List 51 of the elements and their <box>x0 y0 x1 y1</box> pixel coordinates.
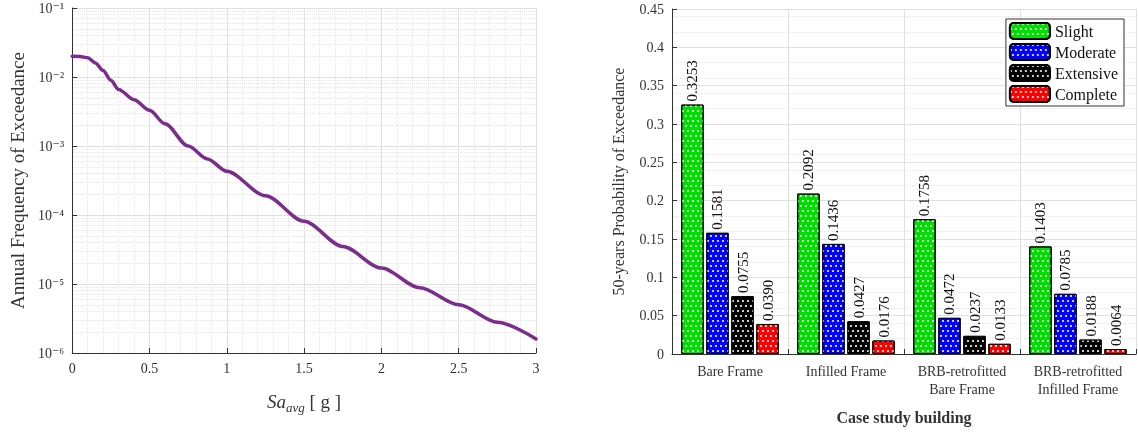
x-tick-label: BRB-retrofitted Bare Frame <box>917 363 1007 397</box>
data-label: 0.0064 <box>1107 304 1124 347</box>
data-label: 0.0755 <box>734 251 751 294</box>
data-label: 0.1403 <box>1032 202 1049 244</box>
x-tick-label: BRB-retrofitted Infilled Frame <box>1033 363 1123 397</box>
legend-label: Complete <box>1054 85 1118 104</box>
y-tick-label: 0.35 <box>639 78 664 94</box>
data-label: 0.0188 <box>1082 295 1099 337</box>
y-axis-title: Annual Frequency of Exceedance <box>7 52 28 309</box>
data-label: 0.0390 <box>759 279 776 322</box>
y-tick-label: 0.05 <box>639 308 664 324</box>
data-label: 0.1436 <box>825 199 842 241</box>
y-tick-label: 0.4 <box>646 39 664 55</box>
data-label: 0.1581 <box>709 188 726 230</box>
line-series <box>70 54 538 341</box>
data-label: 0.3253 <box>684 60 701 102</box>
data-label: 0.0176 <box>875 295 892 338</box>
x-tick-label: 3 <box>532 360 540 376</box>
data-label: 0.2092 <box>800 149 817 191</box>
y-axis-title: 50-years Probability of Exceedance <box>609 67 628 296</box>
data-label: 0.0785 <box>1057 249 1074 291</box>
x-tick-label: 2.5 <box>449 360 468 376</box>
x-axis-title: Case study building <box>836 408 972 427</box>
data-label: 0.0133 <box>991 299 1008 341</box>
y-tick-label: 0.45 <box>639 1 664 17</box>
legend-label: Moderate <box>1054 43 1117 61</box>
y-tick-label: 10⁻⁵ <box>37 276 65 292</box>
y-tick-label: 0.15 <box>639 231 664 247</box>
y-tick-label: 0.2 <box>646 193 664 209</box>
y-tick-label: 10⁻³ <box>38 138 65 154</box>
data-label: 0.0237 <box>966 291 983 333</box>
y-tick-label: 0.1 <box>646 269 664 285</box>
y-tick-label: 10⁻² <box>38 69 65 85</box>
x-tick-label: 0.5 <box>140 360 159 376</box>
x-tick-label: 2 <box>377 360 385 376</box>
legend-label: Extensive <box>1054 64 1118 82</box>
y-tick-label: 0 <box>657 346 664 362</box>
y-tick-label: 0.25 <box>639 154 664 170</box>
x-tick-label: Infilled Frame <box>805 363 887 379</box>
y-tick-label: 10⁻⁴ <box>37 207 65 223</box>
y-tick-label: 10⁻¹ <box>38 0 65 16</box>
x-tick-label: 0 <box>68 360 76 376</box>
x-tick-label: 1.5 <box>295 360 313 376</box>
data-label: 0.0427 <box>850 276 867 319</box>
x-tick-label: Bare Frame <box>697 363 763 379</box>
legend-label: Slight <box>1054 22 1094 41</box>
y-tick-label: 0.3 <box>646 116 664 132</box>
y-tick-label: 10⁻⁶ <box>37 345 65 361</box>
x-tick-label: 1 <box>223 360 231 376</box>
data-label: 0.1758 <box>916 174 933 217</box>
data-label: 0.0472 <box>941 273 958 315</box>
